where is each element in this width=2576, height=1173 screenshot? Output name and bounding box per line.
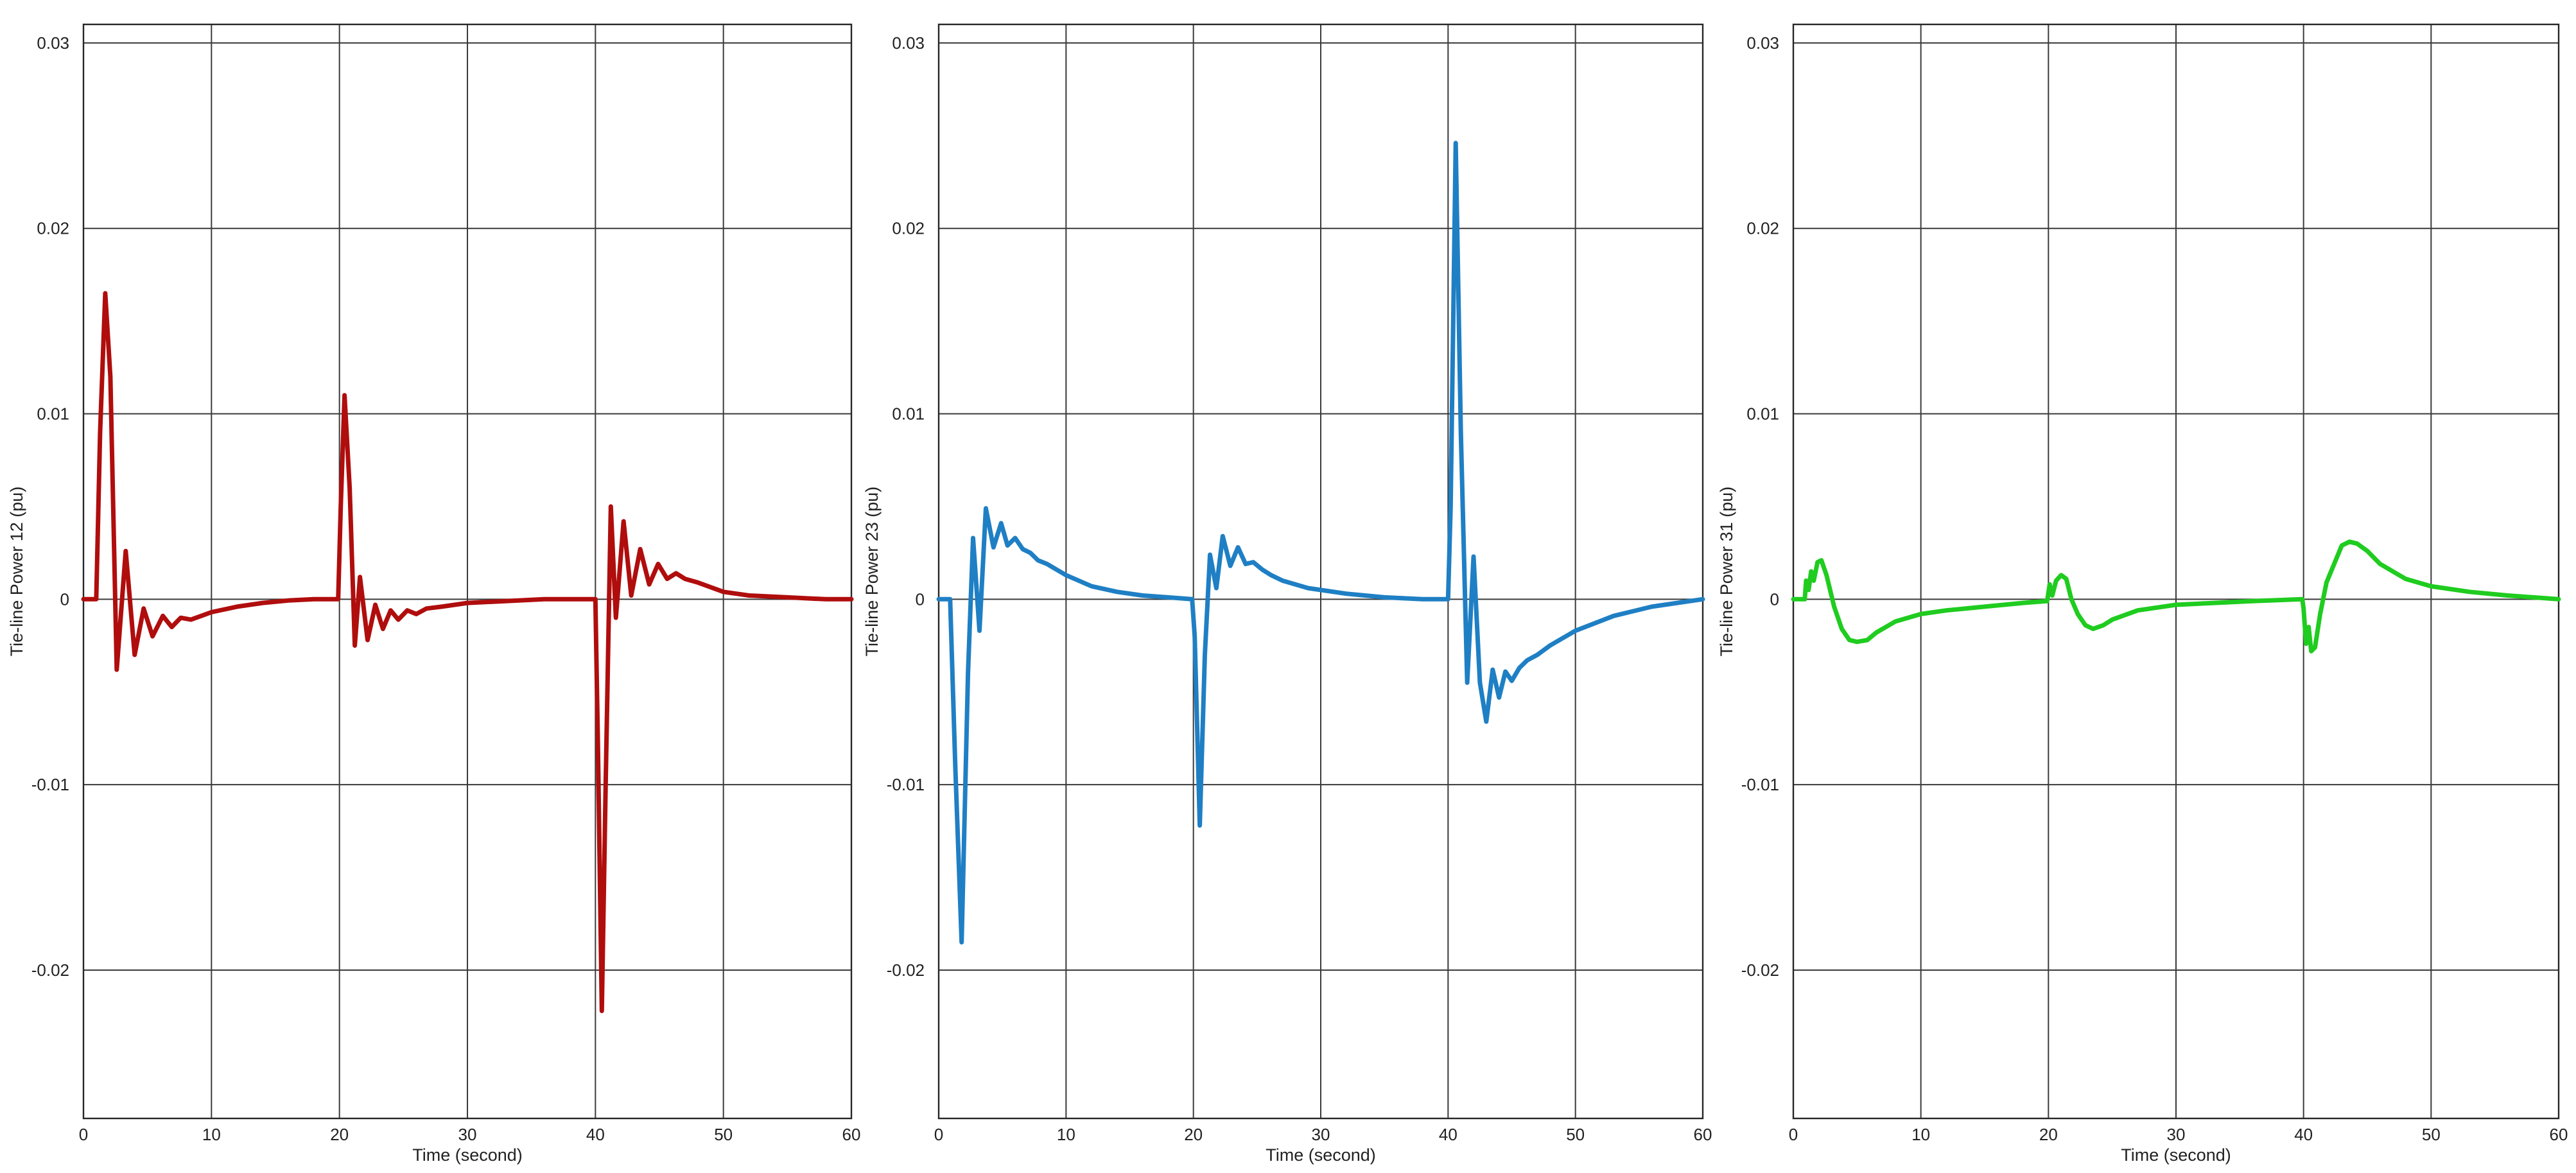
chart-panel-1: 0 10 20 30 40 50 60 -0.02 -0.01 0 0.01 0.02 0.03 Time…: [7, 23, 861, 1165]
x-axis-label: Time (second): [2121, 1145, 2231, 1165]
x-axis-label: Time (second): [412, 1145, 523, 1165]
x-tick-label: 60: [2550, 1125, 2568, 1144]
y-tick-label: 0.03: [37, 33, 69, 53]
y-tick-label: 0.02: [37, 219, 69, 238]
chart-panel-3: 0 10 20 30 40 50 60 -0.02 -0.01 0 0.01 0.02 0.03 Time…: [1717, 23, 2568, 1165]
series-line-3: [1791, 539, 2561, 654]
x-tick-label: 60: [842, 1125, 861, 1144]
y-tick-label: 0.02: [1746, 219, 1779, 238]
y-tick-label: 0.02: [892, 219, 925, 238]
y-axis-label: Tie-line Power 31 (pu): [1717, 487, 1736, 657]
x-tick-label: 40: [586, 1125, 605, 1144]
y-tick-label: 0.01: [1746, 404, 1779, 424]
x-tick-label: 20: [1184, 1125, 1203, 1144]
x-tick-label: 0: [934, 1125, 943, 1144]
x-axis-label: Time (second): [1266, 1145, 1376, 1165]
x-tick-label: 40: [2294, 1125, 2313, 1144]
x-tick-label: 0: [79, 1125, 88, 1144]
x-tick-label: 50: [1566, 1125, 1585, 1144]
y-tick-label: -0.01: [31, 775, 69, 794]
chart-panel-2: 0 10 20 30 40 50 60 -0.02 -0.01 0 0.01 0.02 0.03 Time…: [862, 23, 1712, 1165]
x-tick-label: 60: [1694, 1125, 1712, 1144]
series-line-1: [81, 291, 854, 1013]
y-tick-label: -0.02: [1741, 960, 1779, 980]
y-tick-label: 0.01: [37, 404, 69, 424]
plot-frame: [82, 23, 853, 1120]
x-tick-label: 10: [1057, 1125, 1075, 1144]
series-line-2: [936, 141, 1705, 945]
plot-frame: [1792, 23, 2560, 1120]
y-tick-label: 0: [916, 589, 925, 609]
y-axis-label: Tie-line Power 23 (pu): [862, 487, 882, 657]
x-tick-label: 20: [330, 1125, 349, 1144]
x-tick-label: 10: [1911, 1125, 1930, 1144]
x-tick-label: 30: [458, 1125, 477, 1144]
y-tick-label: 0: [60, 589, 69, 609]
y-tick-label: 0.03: [892, 33, 925, 53]
y-tick-label: 0.01: [892, 404, 925, 424]
x-tick-label: 0: [1789, 1125, 1798, 1144]
y-tick-label: -0.01: [887, 775, 925, 794]
y-axis-label: Tie-line Power 12 (pu): [7, 487, 26, 657]
x-tick-label: 50: [2422, 1125, 2441, 1144]
y-tick-label: 0: [1770, 589, 1779, 609]
y-tick-label: -0.02: [31, 960, 69, 980]
y-tick-label: 0.03: [1746, 33, 1779, 53]
x-tick-label: 50: [714, 1125, 733, 1144]
y-tick-label: -0.02: [887, 960, 925, 980]
x-tick-label: 10: [202, 1125, 221, 1144]
x-tick-label: 30: [2167, 1125, 2186, 1144]
x-tick-label: 30: [1312, 1125, 1330, 1144]
plot-frame: [937, 23, 1704, 1120]
y-tick-label: -0.01: [1741, 775, 1779, 794]
x-tick-label: 20: [2039, 1125, 2058, 1144]
x-tick-label: 40: [1439, 1125, 1458, 1144]
